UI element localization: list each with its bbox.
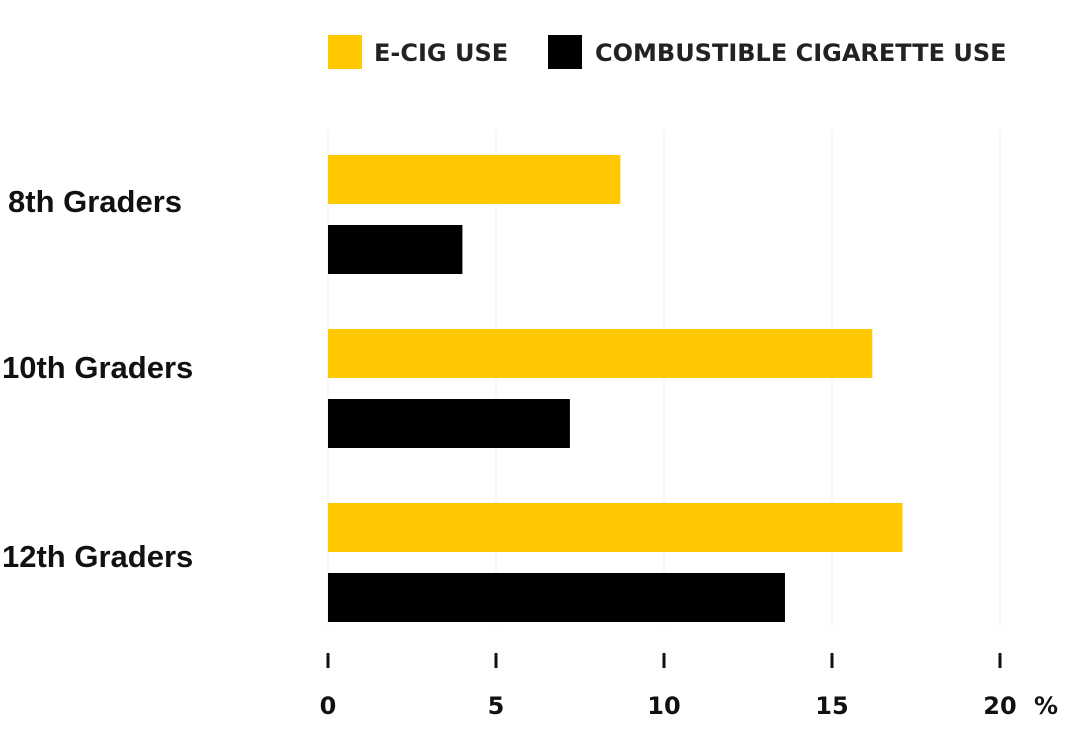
legend: E-CIG USE COMBUSTIBLE CIGARETTE USE: [328, 35, 1007, 69]
legend-swatch-ecig: [328, 35, 362, 69]
legend-label-ecig: E-CIG USE: [374, 39, 508, 67]
bar-combustible-1: [328, 225, 463, 274]
x-axis-unit: %: [1034, 692, 1058, 720]
bar-ecig-2: [328, 329, 873, 378]
category-label-8th: 8th Graders: [8, 184, 182, 219]
bar-ecig-1: [328, 155, 621, 204]
bar-ecig-3: [328, 503, 903, 552]
x-tick-label: 0: [320, 692, 337, 720]
bars: [328, 155, 903, 622]
legend-swatch-combustible: [548, 35, 582, 69]
category-label-10th: 10th Graders: [2, 350, 193, 385]
gridlines: [327, 130, 1001, 628]
x-axis: 0 5 10 15 20: [320, 653, 1017, 720]
x-tick-label: 10: [647, 692, 680, 720]
bar-combustible-2: [328, 399, 570, 448]
x-tick-label: 15: [815, 692, 848, 720]
x-tick-label: 20: [983, 692, 1016, 720]
legend-label-combustible: COMBUSTIBLE CIGARETTE USE: [595, 39, 1007, 67]
category-label-12th: 12th Graders: [2, 539, 193, 574]
category-labels: 8th Graders 10th Graders 12th Graders: [2, 184, 193, 574]
bar-combustible-3: [328, 573, 785, 622]
x-tick-label: 5: [488, 692, 505, 720]
